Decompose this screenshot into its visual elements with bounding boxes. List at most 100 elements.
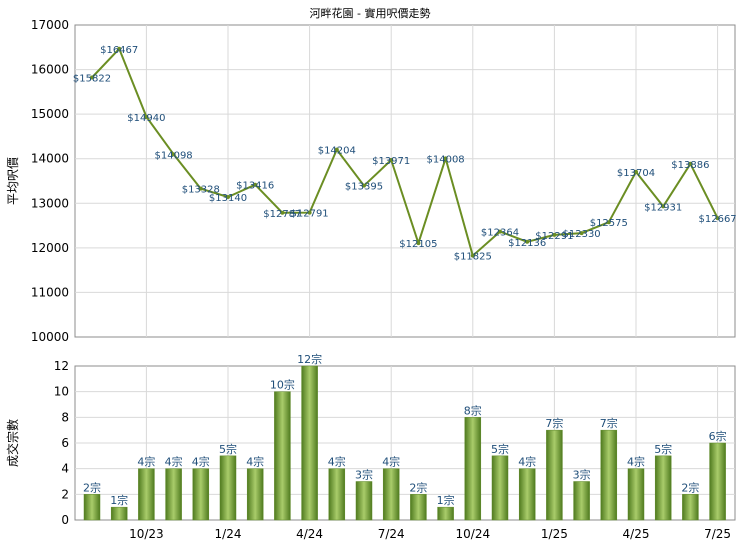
volume-data-label: 3宗: [573, 468, 591, 482]
volume-data-label: 2宗: [681, 480, 699, 494]
price-y-tick-label: 11000: [31, 285, 69, 299]
x-axis-ticks: 10/23 1/24 4/24 7/24 10/24 1/25 4/25 7/25: [129, 527, 731, 541]
volume-bar: [627, 468, 645, 521]
price-data-label: $12105: [399, 239, 437, 250]
volume-bar: [709, 442, 726, 521]
volume-data-label: 3宗: [355, 468, 373, 482]
price-data-label: $15822: [73, 74, 111, 85]
x-tick-label: 10/23: [129, 527, 164, 541]
volume-bar: [682, 494, 699, 521]
price-data-label: $13140: [209, 193, 247, 204]
price-point: [253, 182, 258, 187]
volume-data-label: 6宗: [709, 429, 727, 443]
volume-bar: [654, 455, 672, 521]
volume-bar: [382, 468, 400, 521]
volume-y-tick-label: 12: [54, 359, 69, 373]
price-line: [91, 47, 719, 257]
volume-data-label: 4宗: [246, 455, 264, 469]
volume-data-label: 4宗: [165, 455, 183, 469]
price-data-label: $12136: [508, 238, 546, 249]
volume-bar: [600, 429, 618, 521]
volume-y-ticks: 0 2 4 6 8 10 12: [54, 359, 69, 527]
volume-data-label: 4宗: [382, 455, 400, 469]
price-data-label: $12330: [563, 229, 601, 240]
price-point: [606, 220, 611, 225]
price-point: [634, 169, 638, 174]
volume-data-label: 2宗: [83, 480, 101, 494]
volume-data-label: 5宗: [219, 442, 237, 456]
price-point: [715, 216, 720, 221]
volume-y-tick-label: 10: [54, 385, 69, 399]
volume-data-label: 4宗: [328, 455, 346, 469]
x-tick-label: 1/25: [541, 527, 568, 541]
x-tick-label: 10/24: [456, 527, 491, 541]
volume-data-label: 1宗: [437, 493, 455, 507]
price-plot-area: [74, 24, 736, 338]
volume-data-label: 4宗: [627, 455, 645, 469]
price-point: [552, 232, 557, 237]
price-data-label: $12667: [699, 214, 737, 225]
price-series: $15822 $16467 $14940 $14098 $13328$13140$134…: [73, 45, 737, 263]
price-y-ticks: 10000 11000 12000 13000 14000 15000 16000 17000: [31, 18, 69, 344]
price-point: [661, 204, 666, 209]
volume-data-label: 5宗: [654, 442, 672, 456]
volume-data-label: 1宗: [110, 493, 128, 507]
volume-data-label: 4宗: [518, 455, 536, 469]
x-tick-label: 4/25: [623, 527, 650, 541]
chart-title: 河畔花園 - 實用呎價走勢: [310, 6, 431, 20]
price-data-label: $13328: [182, 185, 220, 196]
price-y-tick-label: 17000: [31, 18, 69, 32]
volume-y-tick-label: 4: [61, 462, 69, 476]
price-y-tick-label: 13000: [31, 196, 69, 210]
price-data-label: $12787: [263, 209, 301, 220]
volume-bar: [410, 494, 427, 521]
price-y-tick-label: 12000: [31, 241, 69, 255]
volume-bar: [437, 506, 454, 521]
price-point: [226, 195, 230, 200]
volume-bar: [355, 481, 373, 521]
price-point: [416, 241, 421, 246]
volume-data-label: 10宗: [270, 378, 295, 392]
price-data-label: $14008: [427, 154, 465, 165]
price-grid: [75, 25, 735, 337]
price-data-label: $12364: [481, 228, 519, 239]
price-point: [117, 46, 122, 51]
price-data-label: $16467: [100, 45, 138, 56]
price-point: [334, 147, 339, 152]
price-point: [389, 158, 394, 163]
volume-bar: [518, 468, 536, 521]
volume-bar: [573, 481, 590, 521]
volume-bar: [301, 365, 318, 521]
volume-bar: [328, 468, 346, 521]
price-data-label: $12791: [291, 209, 329, 220]
volume-bar: [219, 455, 237, 521]
price-data-label: $12575: [590, 218, 628, 229]
price-data-label: $13416: [236, 181, 274, 192]
price-data-label: $14098: [155, 150, 193, 161]
price-data-label: $13886: [671, 160, 709, 171]
price-point: [280, 210, 285, 215]
price-point: [171, 152, 176, 157]
price-y-tick-label: 10000: [31, 330, 69, 344]
price-data-label: $14940: [127, 113, 165, 124]
price-data-label: $13704: [617, 168, 655, 179]
price-data-label: $11825: [454, 252, 492, 263]
volume-data-label: 8宗: [464, 403, 482, 417]
price-y-tick-label: 16000: [31, 63, 69, 77]
volume-bar: [110, 506, 128, 521]
volume-data-label: 4宗: [137, 455, 155, 469]
price-y-tick-label: 14000: [31, 152, 69, 166]
volume-bar: [83, 494, 101, 521]
volume-data-label: 2宗: [409, 480, 427, 494]
volume-data-label: 7宗: [545, 416, 563, 430]
price-data-label: $13971: [372, 156, 410, 167]
price-data-label: $12931: [644, 202, 682, 213]
volume-data-label: 12宗: [297, 352, 322, 366]
price-point: [443, 156, 448, 161]
x-tick-label: 1/24: [215, 527, 242, 541]
price-point: [525, 239, 530, 244]
price-point: [470, 253, 475, 258]
